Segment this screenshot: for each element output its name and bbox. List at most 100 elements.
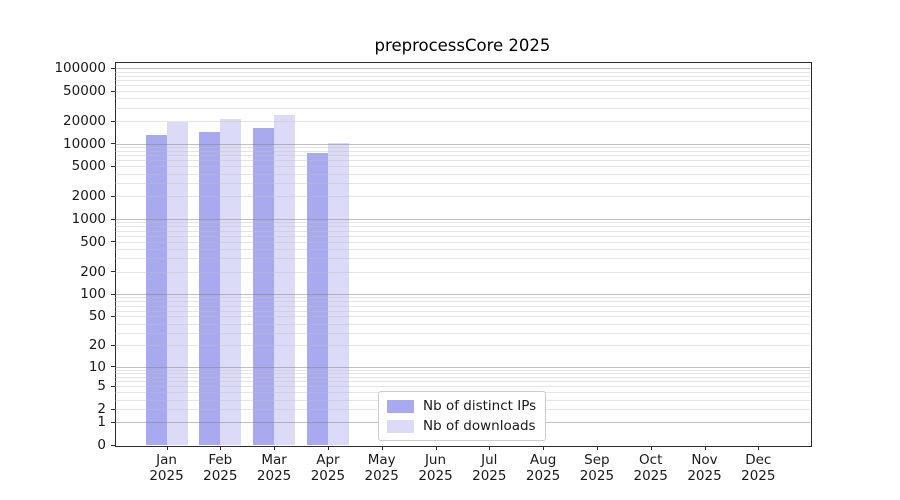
gridline-minor [115, 235, 810, 237]
x-tick-mark [704, 446, 706, 450]
gridline-minor [115, 226, 810, 228]
y-tick-label: 5 [97, 378, 106, 395]
x-tick-mark [489, 446, 491, 450]
gridline-minor [115, 151, 810, 152]
gridline-minor [115, 98, 810, 100]
y-tick-label: 2 [97, 401, 106, 418]
gridline-major [115, 68, 810, 70]
gridline-minor [115, 373, 810, 375]
y-tick-mark [111, 315, 115, 317]
x-tick-mark [435, 446, 437, 450]
y-tick-mark [111, 241, 115, 243]
y-tick-mark [111, 67, 115, 69]
y-tick-mark [111, 385, 115, 387]
gridline-minor [115, 147, 810, 149]
gridline-minor [115, 386, 810, 388]
gridline-minor [115, 80, 810, 82]
gridline-minor [115, 75, 810, 77]
plot-area [115, 62, 812, 447]
x-tick-label: Apr 2025 [310, 452, 346, 484]
gridline-minor [115, 376, 810, 378]
x-tick-label: Aug 2025 [525, 452, 561, 484]
gridline-minor [115, 323, 810, 325]
y-tick-mark [111, 293, 115, 295]
y-tick-label: 50 [88, 308, 106, 325]
x-tick-mark [650, 446, 652, 450]
gridline-minor [115, 305, 810, 307]
gridline-minor [115, 316, 810, 318]
y-tick-label: 100 [80, 286, 106, 303]
x-tick-mark [166, 446, 168, 450]
gridline-minor [115, 196, 810, 198]
gridline-minor [115, 271, 810, 273]
gridline-minor [115, 121, 810, 123]
legend-item-downloads: Nb of downloads [387, 418, 536, 434]
x-tick-mark [220, 446, 222, 450]
gridline-minor [115, 166, 810, 168]
x-tick-mark [274, 446, 276, 450]
gridline-minor [115, 297, 810, 299]
legend-swatch-downloads [387, 419, 414, 433]
y-tick-label: 5000 [71, 158, 106, 175]
x-tick-label: Nov 2025 [687, 452, 722, 484]
gridline-major [115, 219, 810, 220]
y-tick-mark [111, 421, 115, 423]
gridline-minor [115, 230, 810, 232]
bar-mar-ips [253, 127, 275, 445]
x-tick-label: Mar 2025 [256, 452, 292, 484]
bar-feb-downloads [220, 119, 242, 445]
gridline-minor [115, 258, 810, 260]
legend-label-distinct-ips: Nb of distinct IPs [423, 398, 537, 414]
y-tick-label: 20 [88, 337, 106, 354]
y-tick-label: 50000 [63, 83, 106, 100]
legend: Nb of distinct IPs Nb of downloads [378, 391, 547, 441]
gridline-minor [115, 85, 810, 87]
gridline-minor [115, 301, 810, 303]
y-tick-label: 2000 [71, 188, 106, 205]
legend-label-downloads: Nb of downloads [423, 418, 536, 434]
y-tick-label: 500 [80, 233, 106, 250]
gridline-minor [115, 310, 810, 312]
y-tick-label: 1 [97, 414, 106, 431]
y-tick-mark [111, 195, 115, 197]
gridline-minor [115, 345, 810, 347]
x-tick-label: May 2025 [364, 452, 399, 484]
gridline-minor [115, 332, 810, 334]
legend-swatch-distinct-ips [387, 399, 414, 413]
gridline-minor [115, 248, 810, 250]
x-tick-mark [596, 446, 598, 450]
gridline-minor [115, 155, 810, 157]
gridline-minor [115, 173, 810, 175]
x-tick-label: Oct 2025 [633, 452, 668, 484]
y-tick-mark [111, 408, 115, 410]
x-tick-mark [327, 446, 329, 450]
x-tick-mark [758, 446, 760, 450]
y-tick-label: 0 [97, 437, 106, 453]
bar-apr-ips [306, 153, 328, 445]
legend-item-distinct-ips: Nb of distinct IPs [387, 398, 536, 414]
gridline-minor [115, 107, 810, 109]
y-tick-mark [111, 120, 115, 122]
x-tick-label: Jan 2025 [149, 452, 184, 484]
gridline-minor [115, 369, 810, 371]
gridline-minor [115, 241, 810, 243]
y-tick-mark [111, 165, 115, 167]
y-tick-label: 1000 [71, 211, 106, 227]
x-tick-label: Jul 2025 [472, 452, 507, 484]
gridline-major [115, 366, 810, 368]
gridline-minor [115, 71, 810, 73]
x-tick-label: Jun 2025 [418, 452, 453, 484]
gridline-minor [115, 381, 810, 383]
y-tick-mark [111, 344, 115, 346]
y-tick-mark [111, 218, 115, 220]
y-tick-label: 200 [80, 263, 106, 280]
bar-jan-downloads [166, 121, 188, 445]
y-tick-mark [111, 90, 115, 92]
y-tick-label: 10 [88, 358, 106, 375]
y-tick-mark [111, 366, 115, 368]
y-tick-mark [111, 271, 115, 273]
gridline-minor [115, 160, 810, 162]
bar-mar-downloads [274, 114, 296, 445]
chart-title: preprocessCore 2025 [374, 36, 551, 55]
